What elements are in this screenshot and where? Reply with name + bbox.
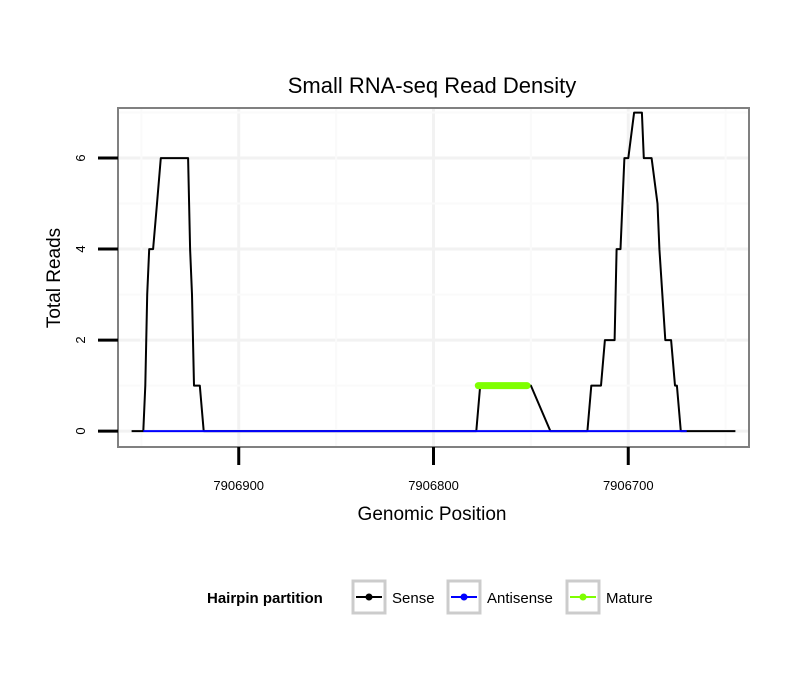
x-tick-label: 7906900 — [213, 478, 264, 493]
series-line-sense — [131, 111, 736, 433]
y-tick-label: 4 — [73, 245, 88, 252]
y-axis-title: Total Reads — [44, 228, 65, 328]
x-axis-title: Genomic Position — [358, 504, 507, 525]
x-tick-label: 7906800 — [408, 478, 459, 493]
y-axis: 0 2 4 6 — [73, 154, 118, 435]
y-tick-label: 6 — [73, 154, 88, 161]
legend-dot-sense — [365, 593, 373, 601]
grid-lines — [118, 108, 749, 447]
chart-title: Small RNA-seq Read Density — [288, 73, 577, 98]
legend-dot-mature — [579, 593, 587, 601]
legend-title: Hairpin partition — [207, 590, 323, 607]
legend-entry-sense: Sense — [351, 579, 435, 615]
y-tick-label: 0 — [73, 427, 88, 434]
series-layer — [131, 111, 736, 433]
x-axis: 7906900 7906800 7906700 — [213, 447, 654, 493]
legend-label-antisense: Antisense — [487, 590, 553, 607]
legend-label-sense: Sense — [392, 590, 435, 607]
y-tick-label: 2 — [73, 336, 88, 343]
legend-dot-antisense — [460, 593, 468, 601]
x-tick-label: 7906700 — [603, 478, 654, 493]
legend: Hairpin partition Sense Antisense Mature — [207, 579, 653, 615]
legend-key-mature — [565, 579, 601, 615]
legend-entry-mature: Mature — [565, 579, 653, 615]
legend-entry-antisense: Antisense — [446, 579, 553, 615]
legend-label-mature: Mature — [606, 590, 653, 607]
